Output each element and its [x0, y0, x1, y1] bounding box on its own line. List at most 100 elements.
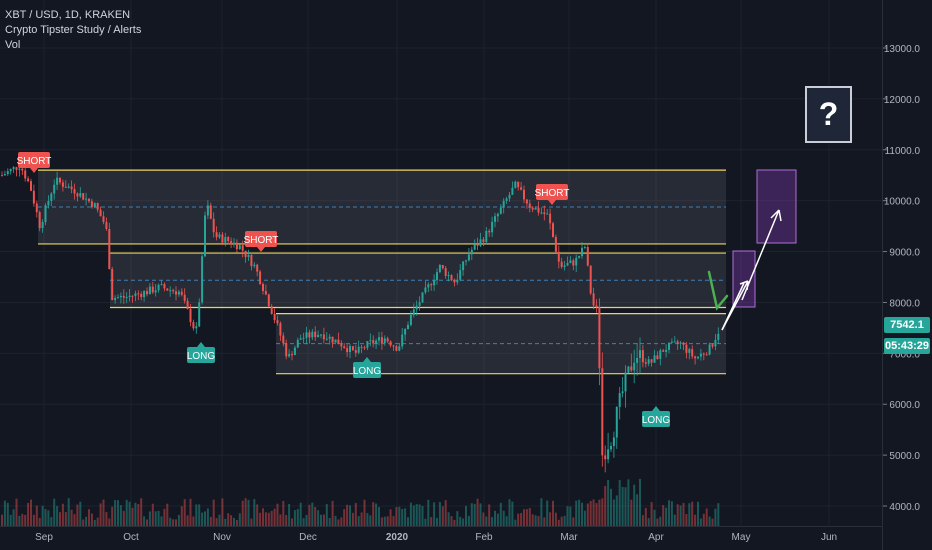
volume-bar: [604, 486, 607, 526]
volume-bar: [525, 509, 528, 526]
candle-body: [172, 290, 175, 292]
volume-bar: [73, 514, 76, 526]
candle-body: [702, 353, 705, 355]
candle-body: [82, 193, 85, 200]
volume-bar: [212, 499, 215, 526]
volume-bar: [172, 519, 175, 526]
volume-bar: [35, 505, 38, 526]
volume-bar: [331, 500, 334, 526]
candle-body: [499, 207, 502, 214]
volume-bar: [293, 510, 296, 526]
volume-bar: [378, 506, 380, 526]
candle-body: [160, 284, 163, 286]
volume-bar: [436, 517, 438, 526]
volume-bar: [64, 512, 67, 526]
candle-body: [125, 296, 128, 298]
candle-body: [566, 263, 569, 266]
candle-body: [581, 247, 583, 257]
candle-body: [64, 186, 67, 188]
candle-body: [392, 345, 395, 347]
candle-body: [357, 346, 360, 353]
candle-body: [491, 221, 494, 233]
candle-body: [407, 324, 409, 330]
candle-body: [233, 242, 235, 245]
candle-body: [67, 186, 70, 188]
candle-body: [264, 291, 267, 295]
candle-body: [505, 198, 508, 201]
volume-bar: [198, 504, 201, 526]
volume-bar: [476, 498, 479, 526]
candle-body: [546, 213, 549, 215]
candle-body: [520, 187, 523, 190]
candle-body: [615, 406, 618, 438]
long-signal-label: LONG: [187, 351, 216, 362]
candle-body: [659, 350, 662, 359]
candle-body: [610, 445, 612, 450]
candle-body: [122, 295, 125, 298]
candle-body: [639, 350, 641, 358]
candle-body: [549, 213, 552, 224]
candle-body: [328, 336, 331, 339]
volume-bar: [177, 514, 180, 526]
volume-bar: [699, 518, 702, 526]
signal-badge: [536, 184, 568, 200]
volume-bar: [253, 499, 256, 526]
candle-body: [398, 346, 401, 351]
candle-body: [554, 236, 557, 252]
candle-body: [404, 329, 407, 335]
candle-body: [447, 275, 450, 277]
candle-body: [250, 254, 253, 267]
candle-body: [238, 245, 241, 250]
volume-title[interactable]: Vol: [5, 39, 21, 51]
volume-bar: [375, 503, 378, 526]
candle-body: [317, 334, 320, 338]
volume-bar: [639, 478, 641, 526]
candle-body: [53, 184, 56, 194]
volume-bar: [627, 479, 630, 526]
volume-bar: [247, 499, 250, 526]
candle-body: [531, 207, 534, 210]
candle-body: [59, 177, 61, 183]
candle-body: [349, 346, 351, 353]
volume-bar: [157, 510, 160, 526]
volume-bar: [711, 518, 714, 526]
volume-bar: [697, 501, 699, 526]
volume-bar: [511, 501, 514, 526]
volume-bar: [543, 517, 546, 526]
volume-bar: [128, 501, 131, 526]
study-title[interactable]: Crypto Tipster Study / Alerts: [5, 24, 142, 36]
candle-body: [514, 181, 517, 188]
candle-body: [276, 320, 279, 324]
candle-body: [575, 257, 578, 266]
candle-body: [175, 291, 177, 295]
volume-bar: [291, 518, 293, 526]
candle-body: [99, 209, 102, 217]
candle-body: [647, 359, 650, 364]
candle-body: [430, 284, 433, 286]
candle-body: [627, 366, 630, 373]
volume-bar: [583, 510, 586, 526]
volume-bar: [409, 502, 412, 526]
volume-bar: [119, 505, 122, 526]
volume-bar: [581, 502, 583, 526]
candle-body: [717, 333, 720, 340]
bar-countdown-label: 05:43:29: [884, 338, 930, 354]
candle-body: [186, 300, 189, 309]
volume-bar: [305, 514, 308, 526]
volume-bar: [18, 515, 21, 526]
x-axis-label: Apr: [648, 532, 664, 543]
volume-bar: [546, 500, 549, 526]
candle-body: [598, 307, 601, 369]
candle-body: [563, 265, 566, 267]
volume-bar: [308, 504, 311, 526]
candle-body: [630, 366, 633, 371]
candle-body: [151, 286, 154, 293]
volume-bar: [612, 499, 615, 526]
candle-body: [523, 189, 525, 200]
symbol-title[interactable]: XBT / USD, 1D, KRAKEN: [5, 9, 131, 21]
volume-bar: [279, 514, 282, 526]
volume-bar: [201, 512, 204, 526]
volume-bar: [189, 498, 192, 526]
candle-body: [552, 223, 554, 237]
candle-body: [476, 244, 479, 246]
